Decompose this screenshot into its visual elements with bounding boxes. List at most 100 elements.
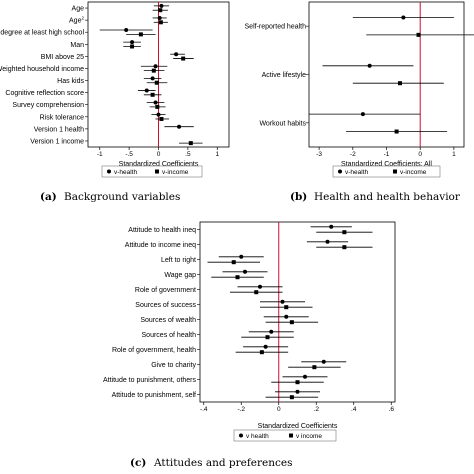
point-v-health [367,63,372,68]
x-tick-label: -1 [97,151,103,158]
point-v-income [259,350,264,355]
panel-a: -1 -.5 0 .5 1 Standardized Coefficients Age Age… [0,1,230,203]
point-v-health [156,112,161,117]
caption-text: Attitudes and preferences [153,457,292,469]
legend-entry: v health [246,433,269,440]
category-label: Active lifestyle [262,72,306,79]
point-v-health [360,112,365,117]
point-v-income [254,290,259,295]
point-v-income [181,56,186,61]
point-v-health [153,64,158,69]
point-v-income [154,80,159,85]
point-v-health [153,100,158,105]
category-label: degree at least high school [0,30,84,37]
point-v-health [239,254,244,259]
point-v-health [174,52,179,57]
caption-letter: (b) [290,191,307,203]
point-v-health [157,15,162,20]
point-v-income [342,230,347,235]
point-v-income [130,44,135,49]
point-v-income [150,92,155,97]
panel-c: -.4 -.2 0 .2 .4 .6 Standardized Coefficients At… [103,221,396,469]
x-tick-label: 0 [277,406,281,413]
point-v-health [329,224,334,229]
point-v-income [312,365,317,370]
category-label: Man [70,42,84,49]
caption-letter: (c) [130,457,146,469]
x-tick-label: -3 [316,151,322,158]
point-v-income [265,335,270,340]
category-label: Attitude to health ineq [128,227,196,234]
category-label: Cognitive reflection score [5,90,84,97]
point-v-income [188,141,193,146]
point-v-health [130,40,135,45]
x-tick-label: -2 [350,151,356,158]
category-label: Version 1 income [30,138,84,145]
point-v-health [284,314,289,319]
legend-entry: v-income [162,169,189,176]
point-v-income [416,32,421,37]
category-label: Weighted household income [0,66,84,73]
point-v-income [289,320,294,325]
x-tick-label: -.4 [200,406,208,413]
category-label: BMI above 25 [41,54,84,61]
point-v-income [159,116,164,121]
point-v-income [397,81,402,86]
point-v-health [159,3,164,8]
legend-marker [239,433,243,438]
point-v-income [342,245,347,250]
caption-letter: (a) [40,191,57,203]
point-v-health [269,329,274,334]
point-v-health [295,389,300,394]
x-axis-label: Standardized Coefficients [119,161,199,168]
caption-text: Background variables [64,191,180,203]
x-tick-label: .6 [389,406,395,413]
x-tick-label: -.2 [237,406,245,413]
x-tick-label: .2 [314,406,320,413]
category-label: Role of government [135,287,196,294]
category-label: Age [72,6,85,13]
legend-box [233,429,337,442]
plot-frame [199,221,396,403]
x-tick-label: 0 [157,151,161,158]
category-superscript: 2 [81,16,84,21]
point-v-income [158,8,163,13]
legend-marker [393,169,397,174]
legend-marker [155,169,159,174]
x-tick-label: 1 [452,151,456,158]
point-v-health [401,15,406,20]
legend-entry: v income [296,433,322,440]
legend-entry: v-health [114,169,138,176]
x-axis-label: Standardized Coefficients [258,423,338,430]
legend-box [101,165,203,178]
category-label: Sources of wealth [140,317,196,324]
x-tick-label: .5 [185,151,191,158]
x-tick-label: .4 [351,406,357,413]
legend-marker [338,169,342,174]
point-v-health [325,239,330,244]
point-v-income [155,104,160,109]
point-v-health [280,299,285,304]
point-v-income [289,395,294,400]
legend-entry: v-health [345,169,369,176]
category-label: Has kids [57,78,84,85]
category-label: Age2 [69,16,84,25]
point-v-health [150,76,155,81]
x-tick-label: -1 [384,151,390,158]
category-label: Self-reported health [245,24,307,31]
point-v-health [263,344,268,349]
category-label: Attitude to punishment, self [112,392,196,399]
category-label: Workout habits [259,120,306,127]
category-label: Role of government, health [112,347,196,354]
point-v-health [258,284,262,289]
category-label: Give to charity [151,362,196,369]
category-label: Left to right [161,257,196,264]
legend-box [332,165,441,178]
point-v-income [158,20,163,25]
x-tick-label: 1 [215,151,219,158]
point-v-health [303,374,307,379]
point-v-health [177,124,182,129]
point-v-health [243,269,247,274]
x-axis-label: Standardized Coefficients: All [341,161,432,168]
